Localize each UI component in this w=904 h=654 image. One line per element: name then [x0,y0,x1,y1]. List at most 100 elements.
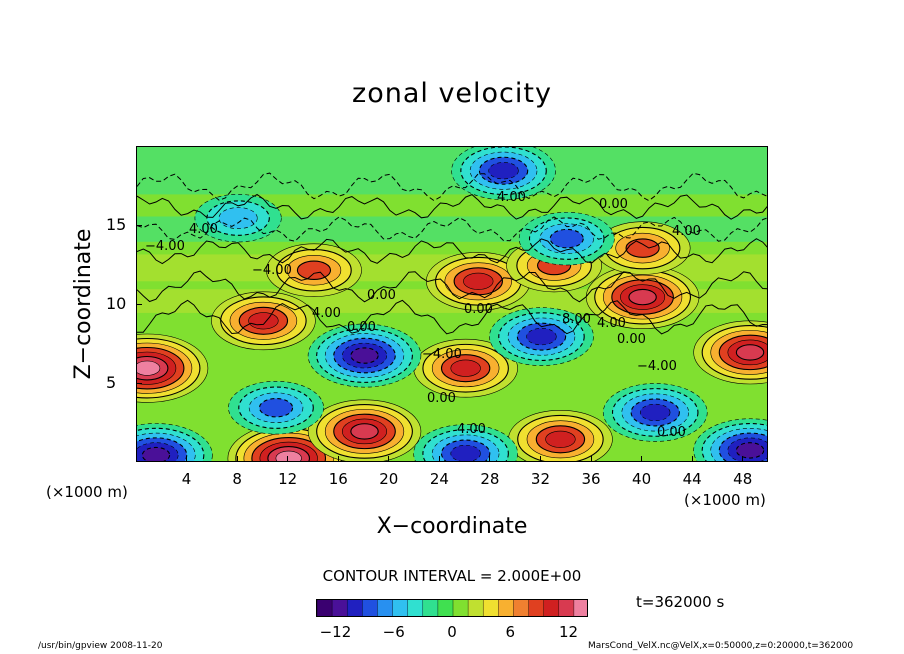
colorbar-swatch [317,600,333,616]
x-tick-mark [742,456,744,462]
contour-label: 0.00 [657,425,686,440]
negative-velocity-cell-21 [194,193,282,243]
positive-velocity-cell-11 [594,221,691,275]
contour-level [735,344,765,361]
colorbar-swatch [558,600,575,616]
y-tick-label: 15 [106,215,127,234]
contour-label: 4.00 [457,422,486,437]
contour-level [640,403,671,422]
contour-label: 4.00 [497,190,526,205]
colorbar-swatch [453,600,469,616]
contour-label: 0.00 [599,197,628,212]
contour-plot: 4.00−4.000.004.000.00−4.000.004.000.008.… [137,147,767,461]
negative-velocity-cell-17 [413,424,518,461]
contour-level [488,162,519,180]
contour-label: 4.00 [189,222,218,237]
colorbar-swatch [332,600,348,616]
time-label: t=362000 s [636,593,725,611]
x-tick-mark [186,456,188,462]
contour-level [141,446,171,461]
x-tick-label: 44 [682,470,702,488]
x-tick-label: 28 [480,470,500,488]
x-tick-mark [539,456,541,462]
contour-level [350,423,379,440]
contour-label: −4.00 [422,347,462,362]
colorbar-swatch [468,600,484,616]
contour-line-4 [137,270,767,303]
negative-velocity-cell-15 [137,423,213,461]
x-tick-label: 12 [278,470,298,488]
x-tick-label: 48 [733,470,753,488]
colorbar-swatches [317,600,587,616]
positive-velocity-cell-7 [693,320,767,385]
colorbar-swatch [437,600,454,616]
chart-title: zonal velocity [352,78,552,109]
x-tick-mark [691,456,693,462]
contour-label: 4.00 [672,224,701,239]
contour-line-3 [137,238,767,265]
contour-level [137,360,161,376]
x-tick-label: 36 [581,470,601,488]
contour-label: 0.00 [367,288,396,303]
x-axis-label: X−coordinate [376,514,528,539]
contour-line-0 [137,172,767,202]
contour-level [218,207,258,229]
colorbar-swatch [513,600,530,616]
x-unit-label-right: (×1000 m) [684,491,766,509]
x-tick-mark [590,456,592,462]
colorbar-swatch [422,600,439,616]
contour-level [549,228,584,249]
x-tick-mark [438,456,440,462]
colorbar-swatch [498,600,514,616]
contour-level [625,238,660,258]
contour-label: −4.00 [252,263,292,278]
y-axis-label: Z−coordinate [71,228,96,380]
colorbar-swatch [362,600,378,616]
contour-label: 0.00 [464,302,493,317]
contour-level [275,450,302,461]
y-tick-mark [136,224,142,226]
negative-velocity-cell-19 [451,147,556,200]
positive-velocity-cell-4 [425,252,531,311]
contour-interval-label: CONTOUR INTERVAL = 2.000E+00 [322,567,582,585]
contour-label: 8.00 [562,312,591,327]
x-tick-mark [236,456,238,462]
positive-velocity-cell-9 [211,291,316,351]
contour-label: 0.00 [617,332,646,347]
x-tick-mark [388,456,390,462]
x-tick-mark [287,456,289,462]
colorbar [316,599,588,617]
x-tick-label: 8 [232,470,242,488]
contour-line-1 [137,193,767,220]
contour-label: 4.00 [597,316,626,331]
contour-level [735,442,765,459]
colorbar-tick-label: −6 [382,623,405,641]
footer-right: MarsCond_VelX.nc@VelX,x=0:50000,z=0:2000… [588,641,854,651]
contour-label: −4.00 [145,239,185,254]
colorbar-tick-label: 6 [505,623,516,641]
contour-level [258,397,294,418]
contour-level [450,359,481,377]
x-tick-mark [489,456,491,462]
plot-area: 4.00 −4.00 0.00 4.00 0.00 −4.00 0.00 4.00 0.00 8.… [136,146,768,462]
positive-velocity-cell-1 [227,423,350,461]
contour-level [296,260,332,280]
contour-label: −4.00 [637,359,677,374]
contour-level [545,430,576,448]
negative-velocity-cell-18 [228,381,324,435]
colorbar-tick-label: 12 [559,623,579,641]
positive-velocity-cell-0 [137,333,209,403]
colorbar-swatch [528,600,545,616]
footer-left: /usr/bin/gpview 2008-11-20 [38,641,163,651]
negative-velocity-cell-12 [307,323,422,388]
y-tick-label: 5 [106,373,117,392]
x-tick-label: 32 [530,470,551,488]
colorbar-swatch [573,600,587,616]
contour-line-5 [137,299,767,335]
contour-level [463,272,494,290]
x-tick-label: 4 [181,470,192,488]
x-tick-label: 20 [379,470,399,488]
contour-level [526,328,557,346]
contour-label: 4.00 [312,306,341,321]
negative-velocity-cell-20 [518,211,615,266]
